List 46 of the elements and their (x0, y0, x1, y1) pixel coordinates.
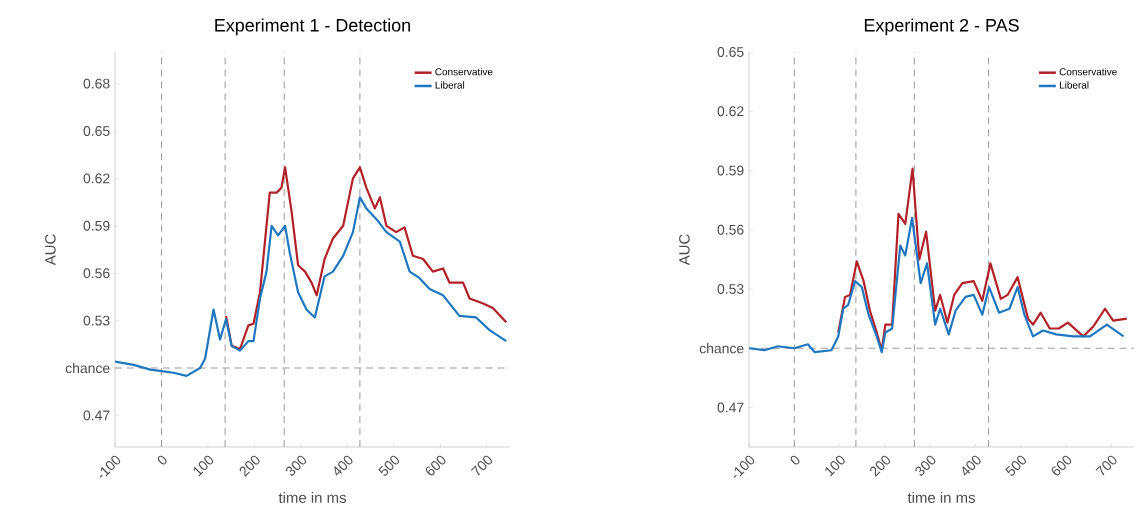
x-tick-label: 600 (425, 455, 446, 476)
legend-label: Liberal (1059, 81, 1089, 89)
line-series (749, 216, 1125, 354)
x-tick-label: 500 (378, 455, 399, 476)
y-tick-label: 0.56 (83, 268, 110, 279)
y-tick-label: chance (65, 362, 110, 374)
y-tick-label: 0.62 (83, 173, 110, 184)
line-series (224, 166, 508, 351)
x-tick-label: 700 (470, 455, 492, 476)
x-tick-label: 0 (157, 455, 167, 465)
legend-label: Conservative (1059, 68, 1117, 76)
legend-label: Conservative (435, 68, 493, 76)
x-tick-label: 300 (286, 455, 307, 476)
y-tick-label: 0.62 (717, 106, 744, 117)
y-tick-label: 0.65 (717, 47, 744, 57)
x-tick-label: 400 (962, 455, 981, 476)
x-tick-label: 400 (334, 455, 353, 476)
line-series (115, 196, 508, 377)
legend-label: Liberal (435, 81, 465, 89)
y-tick-label: 0.65 (83, 126, 110, 136)
y-axis-title: AUC (45, 234, 56, 266)
x-tick-label: 500 (1005, 455, 1026, 476)
y-tick-label: 0.47 (717, 402, 744, 413)
y-tick-label: 0.53 (717, 284, 744, 294)
x-tick-label: 200 (870, 455, 891, 477)
y-tick-label: 0.59 (83, 220, 110, 231)
x-tick-label: 100 (825, 455, 845, 477)
y-tick-label: 0.53 (83, 315, 110, 326)
y-tick-label: 0.47 (83, 410, 110, 421)
y-tick-label: chance (699, 343, 744, 354)
y-axis-title: AUC (679, 234, 690, 266)
y-tick-label: 0.59 (717, 165, 744, 176)
y-tick-label: 0.56 (717, 224, 744, 235)
x-tick-label: 300 (915, 455, 936, 476)
x-tick-label: 600 (1051, 455, 1072, 476)
x-tick-label: 700 (1095, 455, 1117, 476)
chart-title: Experiment 1 - Detection (215, 18, 410, 36)
x-tick-label: 0 (790, 455, 800, 465)
x-tick-label: -100 (99, 455, 121, 478)
x-tick-label: -100 (733, 455, 755, 478)
chart-title: Experiment 2 - PAS (864, 18, 1019, 36)
x-axis-title: time in ms (907, 492, 975, 503)
x-tick-label: 100 (193, 455, 214, 477)
x-tick-label: 200 (239, 455, 260, 477)
y-tick-label: 0.68 (83, 78, 110, 89)
x-axis-title: time in ms (278, 492, 346, 503)
